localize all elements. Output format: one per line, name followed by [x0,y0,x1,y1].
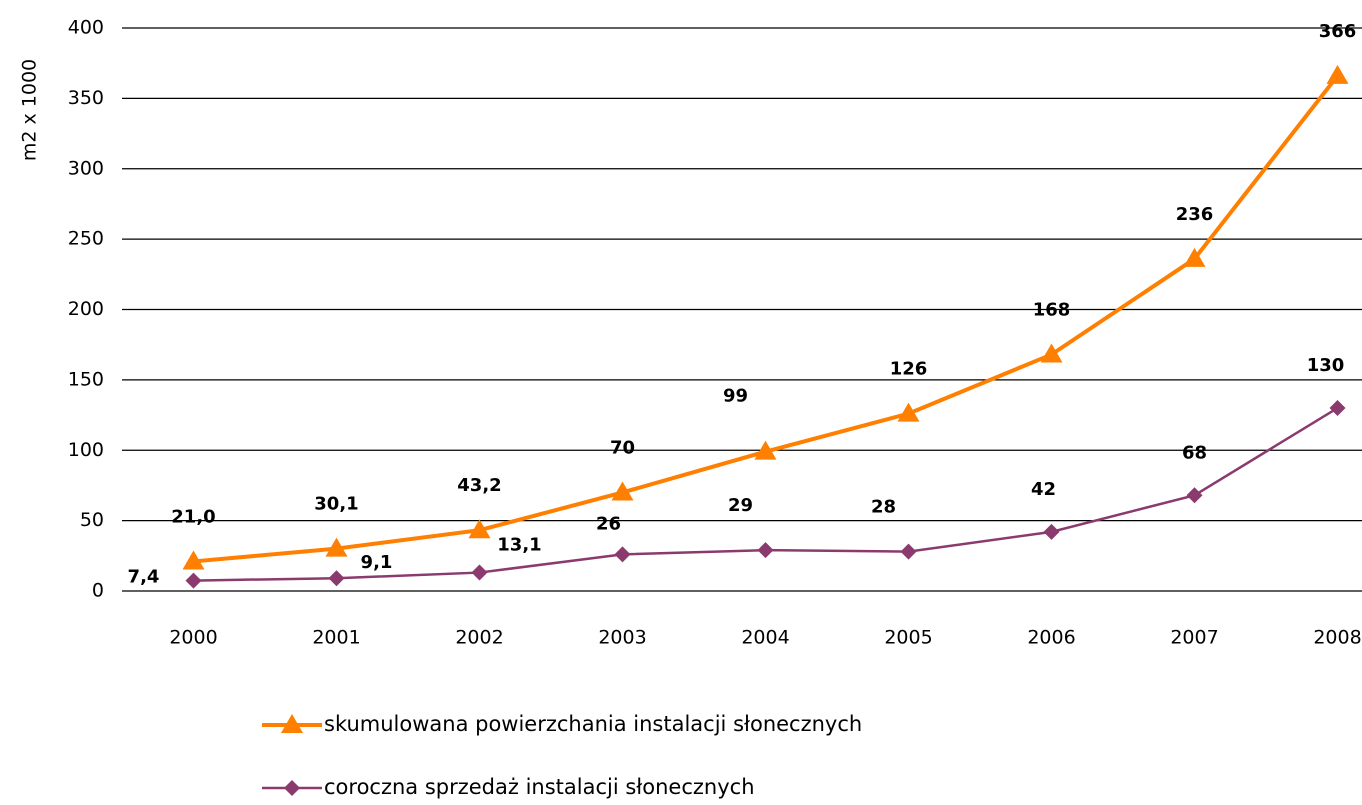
y-tick-label: 150 [68,368,104,390]
data-label: 43,2 [457,475,501,496]
marker [757,542,774,559]
marker [1326,64,1349,84]
data-label: 366 [1319,21,1357,42]
data-label: 70 [610,437,635,458]
data-label: 21,0 [171,506,215,527]
y-tick-label: 250 [68,228,104,250]
marker [1186,487,1203,504]
data-label: 26 [596,513,621,534]
x-tick-label: 2000 [169,627,217,649]
y-tick-label: 100 [68,439,104,461]
marker [1043,523,1060,540]
marker [182,550,205,570]
y-axis-label: m2 x 1000 [19,59,41,161]
data-label: 28 [871,497,896,518]
marker [328,570,345,587]
x-tick-label: 2002 [455,627,503,649]
marker [1183,247,1206,267]
marker [897,402,920,422]
x-tick-label: 2006 [1027,627,1075,649]
marker [471,564,488,581]
data-label: 236 [1176,204,1214,225]
marker [754,440,777,460]
legend-label: skumulowana powierzchania instalacji sło… [324,712,862,736]
marker [325,537,348,557]
data-label: 126 [890,359,928,380]
data-label: 13,1 [497,535,541,556]
series-line [193,74,1340,564]
y-tick-label: 400 [68,17,104,39]
marker [1329,400,1346,417]
y-tick-label: 350 [68,87,104,109]
marker [614,546,631,563]
data-label: 42 [1031,479,1056,500]
y-tick-label: 0 [92,580,104,602]
data-label: 168 [1033,300,1071,321]
x-tick-label: 2008 [1313,627,1361,649]
x-tick-label: 2005 [884,627,932,649]
marker [468,519,491,539]
y-tick-label: 50 [80,509,104,531]
data-label: 68 [1182,442,1207,463]
marker [185,572,202,589]
marker [611,481,634,501]
x-tick-label: 2001 [312,627,360,649]
legend-label: coroczna sprzedaż instalacji słonecznych [324,775,755,799]
marker [284,780,300,796]
data-label: 9,1 [361,552,393,573]
marker [1040,343,1063,363]
marker [281,714,303,733]
data-label: 30,1 [314,494,358,515]
y-tick-label: 300 [68,157,104,179]
x-tick-label: 2007 [1170,627,1218,649]
data-label: 29 [728,495,753,516]
data-label: 130 [1307,355,1345,376]
x-tick-label: 2004 [741,627,789,649]
data-label: 99 [723,386,748,407]
x-tick-label: 2003 [598,627,646,649]
marker [900,543,917,560]
y-tick-label: 200 [68,298,104,320]
data-label: 7,4 [128,567,160,588]
